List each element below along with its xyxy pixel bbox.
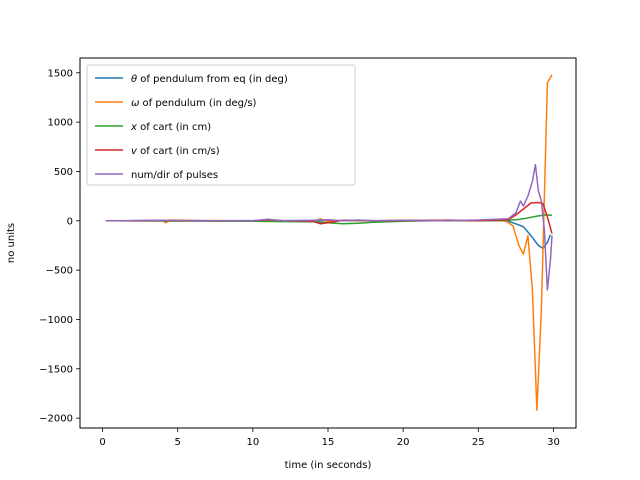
y-tick-label: −1500: [39, 364, 73, 375]
series-line-4: [105, 201, 553, 234]
legend-entry-4: v of cart (in cm/s): [131, 146, 220, 157]
x-tick-label: 15: [322, 437, 335, 448]
x-tick-label: 10: [246, 437, 259, 448]
y-axis-label: no units: [6, 223, 17, 263]
series-line-5: [105, 163, 553, 291]
y-tick-label: 500: [54, 167, 73, 178]
y-tick-label: 1500: [48, 68, 73, 79]
y-tick-label: 0: [67, 216, 73, 227]
x-tick-label: 20: [397, 437, 410, 448]
legend: θ of pendulum from eq (in deg) ω of pendu…: [86, 64, 356, 186]
x-axis-label: time (in seconds): [285, 460, 372, 471]
legend-entry-3: x of cart (in cm): [130, 122, 211, 133]
x-tick-label: 25: [472, 437, 485, 448]
legend-entry-1: θ of pendulum from eq (in deg): [131, 74, 288, 85]
x-tick-label: 5: [175, 437, 181, 448]
y-tick-label: −1000: [39, 315, 73, 326]
legend-entry-2: ω of pendulum (in deg/s): [131, 98, 257, 109]
x-axis-ticks: 0 5 10 15 20 25 30: [99, 428, 560, 448]
y-axis-ticks: −2000 −1500 −1000 −500 0 500 1000 1500: [39, 68, 80, 425]
y-tick-label: −2000: [39, 414, 73, 425]
legend-entry-5: num/dir of pulses: [131, 170, 218, 181]
series-line-1: [105, 219, 552, 250]
legend-box: [86, 64, 356, 186]
y-tick-label: −500: [46, 266, 73, 277]
x-tick-label: 0: [99, 437, 105, 448]
x-tick-label: 30: [547, 437, 560, 448]
y-tick-label: 1000: [48, 118, 73, 129]
plot-lines: [105, 74, 553, 411]
